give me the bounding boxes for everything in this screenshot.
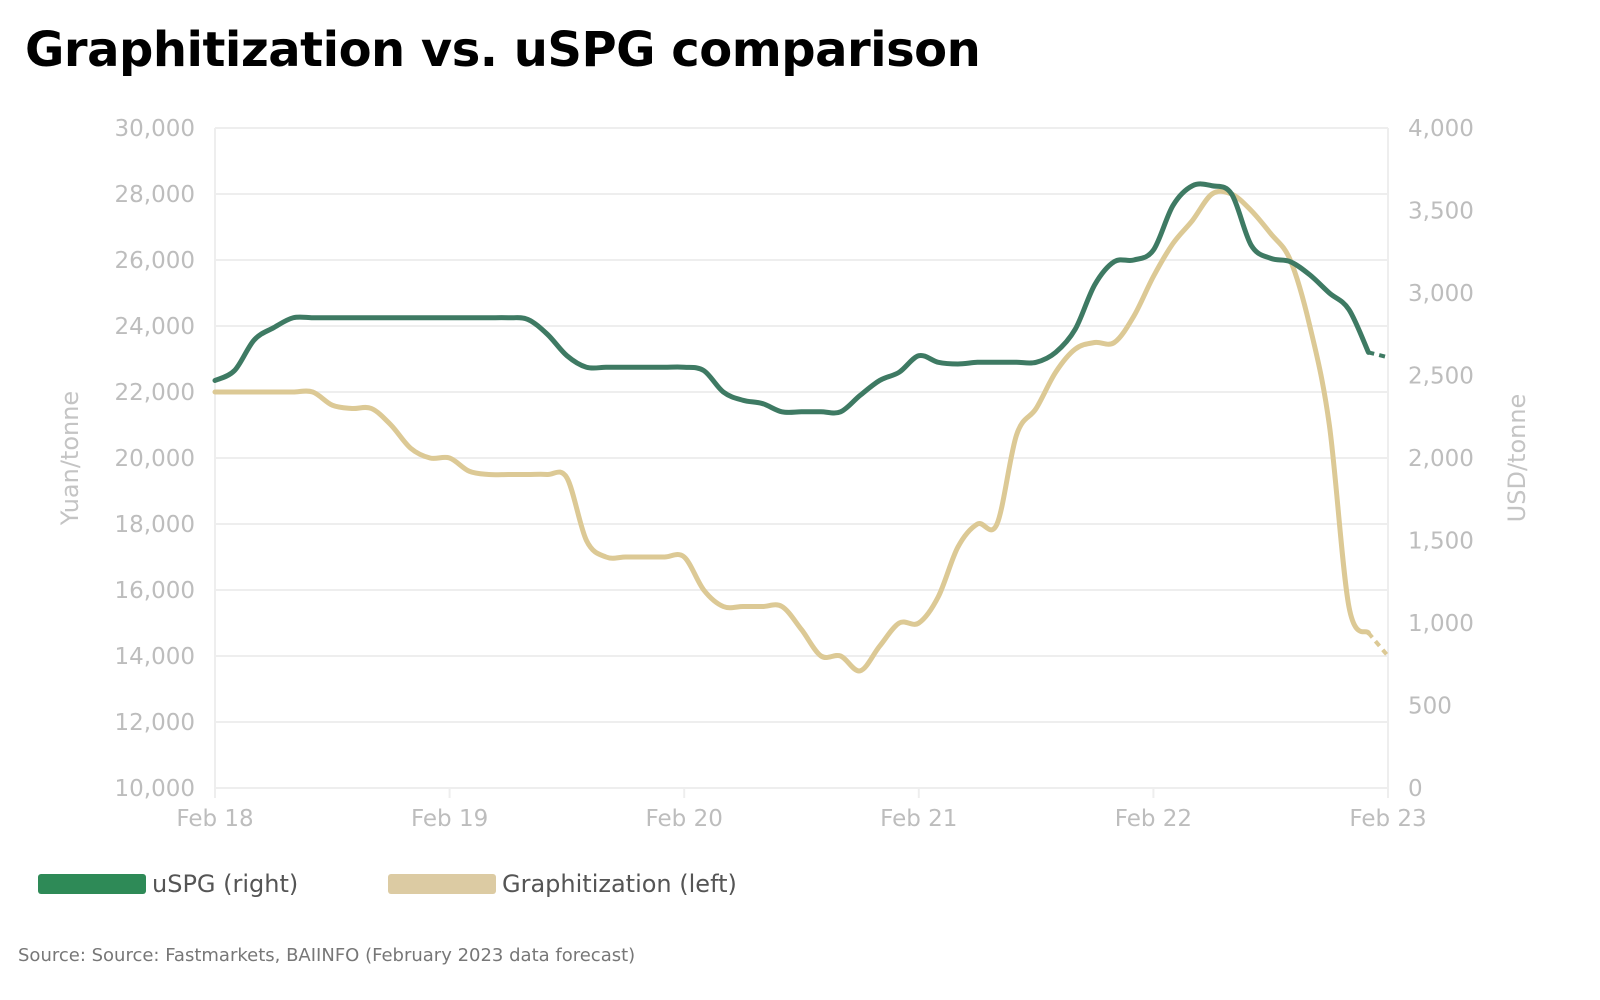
right-tick-label: 0	[1408, 776, 1423, 802]
left-tick-label: 16,000	[115, 578, 195, 604]
legend-item-graphitization: Graphitization (left)	[388, 870, 737, 898]
graphitization-series-line	[212, 188, 1371, 674]
right-tick-label: 1,000	[1408, 611, 1474, 637]
right-tick-label: 500	[1408, 694, 1452, 720]
left-tick-label: 18,000	[115, 512, 195, 538]
source-note: Source: Source: Fastmarkets, BAIINFO (Fe…	[18, 945, 636, 966]
right-tick-label: 2,500	[1408, 364, 1474, 390]
x-tick-label: Feb 23	[1349, 806, 1426, 832]
right-tick-label: 1,500	[1408, 529, 1474, 555]
left-tick-label: 30,000	[115, 116, 195, 142]
x-tick-label: Feb 21	[880, 806, 957, 832]
left-tick-label: 10,000	[115, 776, 195, 802]
left-tick-label: 24,000	[115, 314, 195, 340]
left-tick-label: 20,000	[115, 446, 195, 472]
left-tick-label: 26,000	[115, 248, 195, 274]
x-tick-label: Feb 18	[176, 806, 253, 832]
uspg-forecast-line	[1367, 350, 1389, 360]
x-tick-label: Feb 19	[411, 806, 488, 832]
left-tick-label: 22,000	[115, 380, 195, 406]
graphitization-forecast-line	[1366, 631, 1390, 658]
chart-title: Graphitization vs. uSPG comparison	[25, 22, 981, 78]
left-tick-label: 14,000	[115, 644, 195, 670]
left-axis-label: Yuan/tonne	[56, 391, 84, 526]
right-axis-label: USD/tonne	[1503, 394, 1531, 523]
legend-label-graphitization: Graphitization (left)	[502, 870, 737, 898]
right-tick-label: 4,000	[1408, 116, 1474, 142]
legend-label-uspg: uSPG (right)	[152, 870, 299, 898]
legend-item-uspg: uSPG (right)	[38, 870, 298, 898]
legend-swatch-graphitization	[388, 874, 496, 894]
uspg-series-line	[212, 181, 1371, 416]
right-tick-label: 3,500	[1408, 199, 1474, 225]
x-tick-label: Feb 22	[1115, 806, 1192, 832]
right-tick-label: 2,000	[1408, 446, 1474, 472]
legend-swatch-uspg	[38, 874, 146, 894]
right-tick-label: 3,000	[1408, 281, 1474, 307]
left-tick-label: 28,000	[115, 182, 195, 208]
x-tick-label: Feb 20	[646, 806, 723, 832]
left-tick-label: 12,000	[115, 710, 195, 736]
